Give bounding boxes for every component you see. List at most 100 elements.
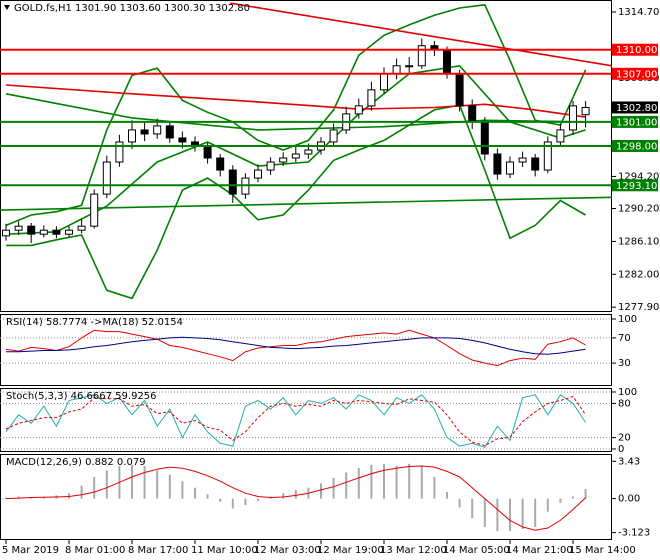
histogram-bar (395, 465, 398, 499)
candle-body (556, 129, 565, 143)
level-label: 1293.10 (616, 181, 657, 192)
candle-body (203, 145, 212, 159)
histogram-bar (332, 477, 335, 499)
candle-body (506, 161, 514, 175)
level-label: 1298.00 (616, 141, 657, 152)
histogram-bar (370, 464, 373, 499)
x-tick-label: 14 Mar 05:00 (443, 545, 510, 556)
candle-body (216, 157, 225, 171)
histogram-bar (458, 498, 461, 508)
pane (0, 318, 612, 367)
level-label-box (612, 67, 658, 80)
candle-body (140, 129, 149, 135)
histogram-bar (420, 465, 423, 499)
pane-title: Stoch(5,3,3) 46.6667 59.9256 (6, 391, 157, 402)
indicator-line (5, 395, 587, 447)
symbol-icon (4, 5, 10, 10)
histogram-bar (282, 493, 285, 499)
histogram-bar (131, 464, 133, 499)
histogram-bar (433, 476, 436, 499)
indicator-line (5, 93, 586, 131)
y-tick-label: 80 (618, 398, 631, 409)
level-label-box (612, 179, 658, 192)
indicator-line (5, 84, 586, 118)
candle-body (178, 137, 187, 143)
candle-body (2, 229, 10, 237)
histogram-bar (257, 498, 259, 501)
candle-body (417, 45, 426, 67)
signal-line (5, 465, 586, 531)
pane (5, 463, 587, 532)
candle-body (493, 153, 502, 175)
histogram-bar (546, 498, 549, 512)
histogram-bar (408, 463, 411, 499)
histogram-bar (294, 489, 297, 499)
candle-body (65, 229, 73, 235)
candle-body (153, 125, 162, 135)
pane-title: RSI(14) 58.7774 ->MA(18) 52.0154 (6, 317, 183, 328)
histogram-bar (483, 498, 486, 527)
pane-frame (0, 454, 612, 540)
candle-body (405, 65, 414, 68)
indicator-line (0, 196, 612, 211)
candle-body (14, 225, 23, 231)
histogram-bar (68, 493, 70, 499)
histogram-bar (17, 496, 20, 499)
candle-body (354, 105, 363, 115)
pane (0, 391, 612, 450)
x-tick-label: 12 Mar 19:00 (317, 545, 384, 556)
x-tick-label: 11 Mar 10:00 (191, 545, 258, 556)
candle-body (518, 157, 527, 163)
histogram-bar (584, 489, 587, 499)
indicator-line (230, 2, 612, 67)
histogram-bar (105, 470, 108, 499)
y-tick-label: 100 (618, 387, 637, 398)
y-tick-label: 1282.00 (618, 269, 659, 280)
histogram-bar (534, 498, 537, 527)
x-tick-label: 12 Mar 03:00 (254, 545, 321, 556)
candle-body (455, 73, 464, 107)
candle-body (543, 141, 552, 171)
pane-title: GOLD.fs,H1 1301.90 1303.60 1300.30 1302.… (14, 3, 250, 14)
x-tick-label: 8 Mar 17:00 (128, 545, 188, 556)
histogram-bar (206, 494, 209, 499)
histogram-bar (93, 476, 96, 499)
indicator-line (5, 3, 587, 227)
candle-body (291, 153, 300, 159)
x-tick-label: 13 Mar 12:00 (380, 545, 447, 556)
histogram-bar (559, 498, 562, 503)
level-label-box (612, 139, 658, 152)
y-tick-label: 100 (618, 314, 637, 325)
pane-frame (0, 0, 612, 312)
x-tick-label: 14 Mar 21:00 (506, 545, 573, 556)
histogram-bar (509, 498, 511, 532)
histogram-bar (80, 485, 83, 499)
y-tick-label: -3.123 (618, 528, 650, 539)
candle-body (115, 141, 124, 163)
pane-frame (0, 314, 612, 386)
x-tick-label: 15 Mar 14:00 (569, 545, 636, 556)
candle-body (228, 169, 237, 195)
histogram-bar (181, 481, 184, 499)
histogram-bar (194, 487, 196, 499)
level-label: 1310.00 (616, 45, 657, 56)
level-label-box (612, 43, 658, 56)
histogram-bar (143, 465, 146, 499)
candle-body (581, 106, 590, 116)
histogram-bar (471, 498, 474, 519)
y-tick-label: 30 (618, 358, 631, 369)
candle-body (254, 169, 262, 179)
histogram-bar (5, 497, 7, 499)
histogram-bar (156, 470, 159, 499)
y-tick-label: 70 (618, 333, 631, 344)
candle-body (329, 129, 338, 143)
indicator-line (5, 329, 586, 367)
level-label-box (612, 115, 658, 128)
candle-body (380, 73, 388, 91)
candle-body (39, 229, 48, 235)
pane-frame (0, 388, 612, 452)
indicator-line (6, 336, 586, 355)
histogram-bar (219, 498, 222, 502)
histogram-bar (231, 498, 234, 509)
